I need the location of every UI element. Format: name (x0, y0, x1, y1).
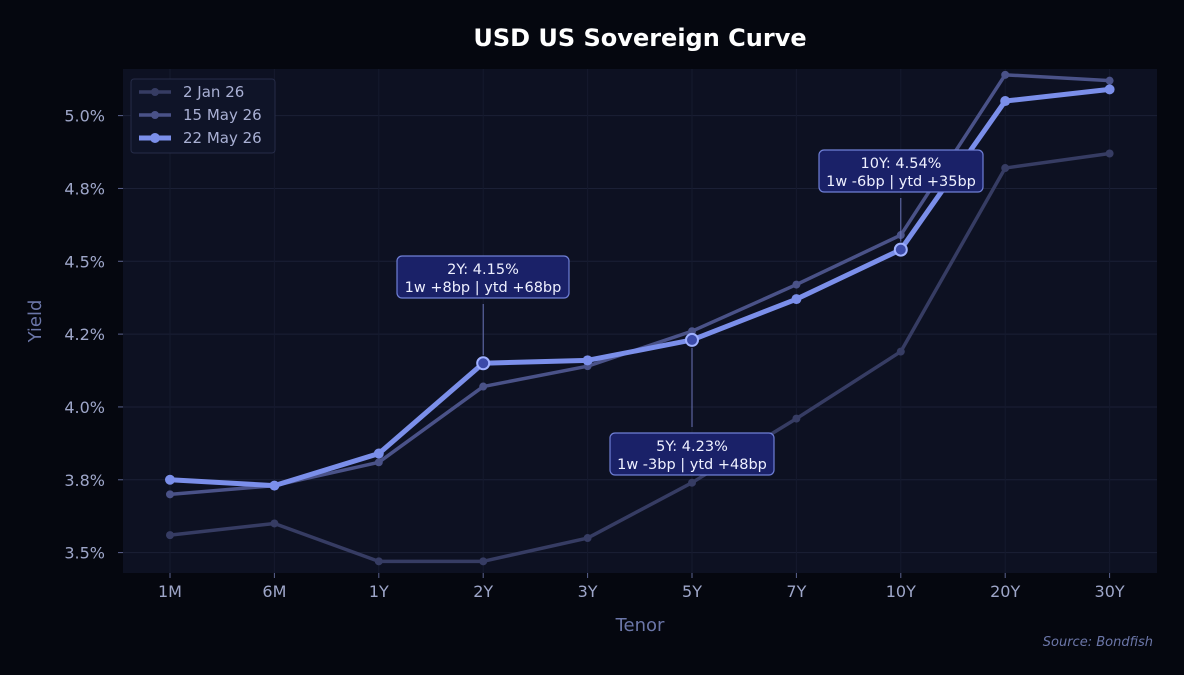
data-point (792, 280, 801, 289)
x-tick-label: 20Y (990, 582, 1020, 601)
legend-marker (150, 133, 160, 143)
x-tick-label: 30Y (1095, 582, 1125, 601)
annotation-layer: 2Y: 4.15% 1w +8bp | ytd +68bp 5Y: 4.23% 1w … (396, 149, 984, 476)
data-point (165, 474, 175, 485)
data-point (270, 519, 279, 528)
highlight-point (685, 332, 699, 347)
annotation-line-1: 2Y: 4.15% (447, 262, 519, 278)
x-axis-title: Tenor (615, 615, 665, 636)
data-point (269, 480, 280, 491)
data-point (1104, 84, 1115, 95)
legend-label: 2 Jan 26 (183, 83, 244, 101)
data-point (896, 347, 905, 356)
data-point (479, 382, 488, 391)
annotation-box (396, 255, 570, 299)
plot-area (123, 69, 1157, 573)
x-tick-label: 1Y (369, 582, 389, 601)
source-note: Source: Bondfish (1043, 635, 1153, 650)
annotation-box (609, 432, 775, 476)
y-tick-label: 5.0% (64, 107, 105, 126)
legend-box (130, 78, 276, 154)
x-tick-label: 10Y (886, 582, 916, 601)
data-point (374, 557, 383, 566)
highlight-point (476, 356, 491, 371)
annotation-line-2: 1w -6bp | ytd +35bp (826, 174, 976, 190)
annotation-line-1: 5Y: 4.23% (656, 439, 728, 455)
annotation-box (818, 149, 984, 193)
series-line (168, 151, 1112, 564)
data-point (1000, 96, 1011, 107)
legend: 2 Jan 26 15 May 26 22 May 26 (130, 78, 276, 154)
legend-marker (151, 88, 159, 96)
data-point (583, 534, 592, 543)
data-point (688, 478, 696, 487)
y-tick-label: 3.8% (64, 471, 105, 490)
x-tick-label: 3Y (578, 582, 598, 601)
y-tick-label: 4.0% (64, 398, 105, 417)
data-point (582, 355, 593, 366)
tick-layer: 3.5% 3.8% 4.0% 4.2% 4.5% 4.8% 5.0% 1M 6M 1Y 2Y 3Y 5Y… (64, 107, 1125, 601)
data-point (479, 557, 488, 566)
y-tick-label: 4.8% (64, 179, 105, 198)
y-tick-label: 3.5% (64, 544, 105, 563)
data-point (1001, 70, 1010, 79)
data-point (791, 294, 802, 305)
y-axis-title: Yield (25, 300, 46, 344)
highlight-point (893, 242, 908, 257)
legend-label: 15 May 26 (183, 106, 262, 124)
data-point (792, 414, 801, 423)
x-tick-label: 5Y (682, 582, 702, 601)
chart-title: USD US Sovereign Curve (473, 24, 806, 52)
data-point (688, 327, 696, 336)
data-point (166, 531, 174, 540)
data-point (374, 458, 383, 467)
annotation-line-2: 1w +8bp | ytd +68bp (405, 280, 562, 296)
annotation-line-2: 1w -3bp | ytd +48bp (617, 457, 767, 473)
legend-label: 22 May 26 (183, 129, 262, 147)
data-point (166, 490, 174, 499)
data-point (1105, 76, 1114, 85)
legend-marker (151, 111, 159, 119)
x-tick-label: 7Y (786, 582, 806, 601)
data-point (373, 448, 384, 459)
annotation-line-1: 10Y: 4.54% (861, 156, 942, 172)
x-tick-label: 6M (262, 582, 286, 601)
data-point (1105, 149, 1114, 158)
data-point (1001, 164, 1010, 173)
y-tick-label: 4.5% (64, 252, 105, 271)
x-tick-label: 2Y (473, 582, 493, 601)
x-tick-label: 1M (158, 582, 182, 601)
y-tick-label: 4.2% (64, 325, 105, 344)
